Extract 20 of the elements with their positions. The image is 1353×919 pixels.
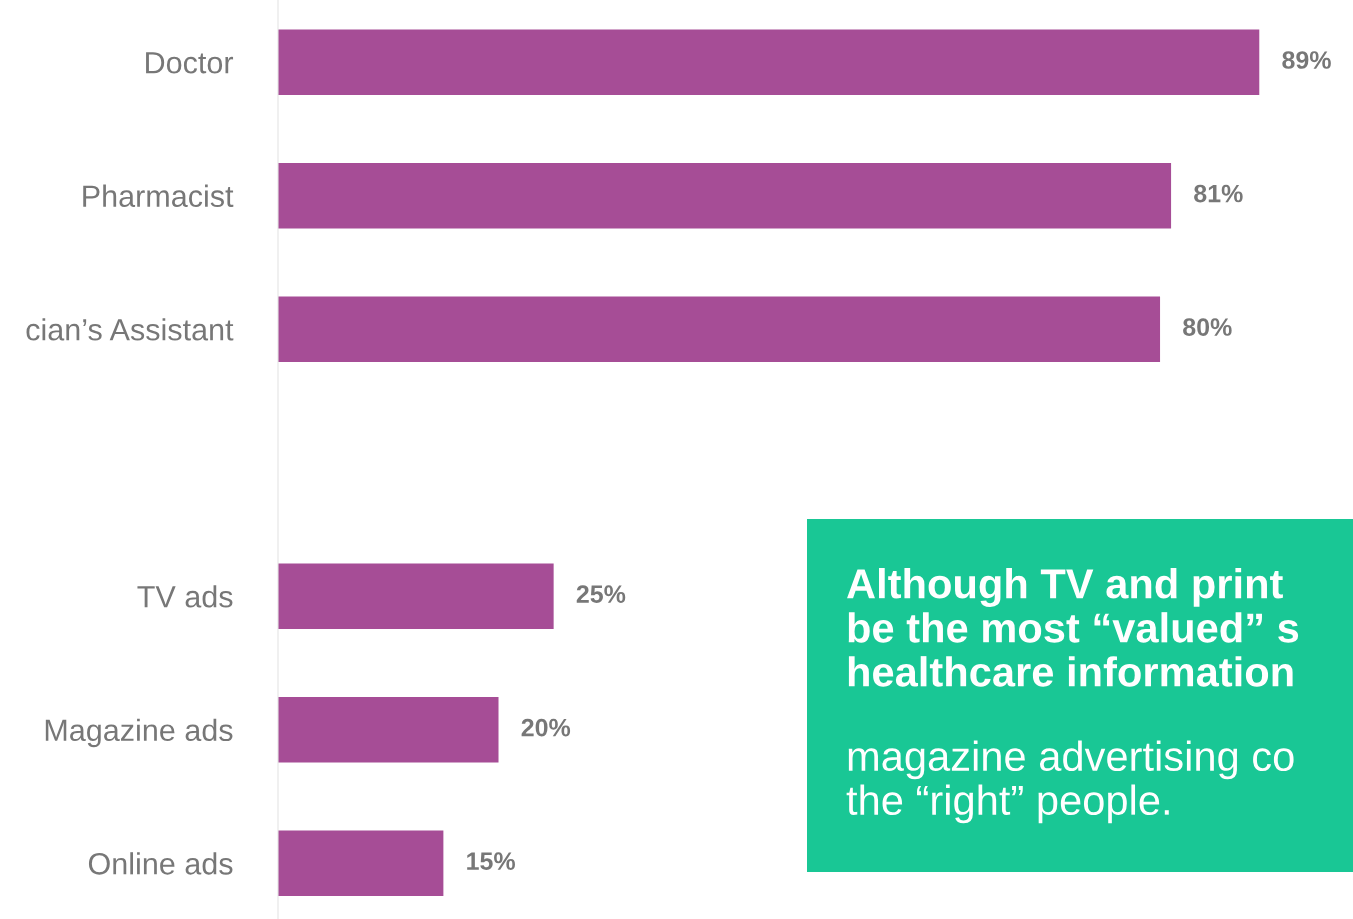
data-label: 89% xyxy=(1282,51,1331,69)
y-tick-label: Online ads xyxy=(88,852,233,875)
bar xyxy=(278,29,1260,95)
bar xyxy=(278,563,554,629)
bar xyxy=(278,296,1161,362)
y-tick-label: Doctor xyxy=(146,52,234,74)
y-tick-label: cian’s Assistant xyxy=(26,318,234,341)
y-tick-label: Magazine ads xyxy=(45,718,233,748)
data-label: 81% xyxy=(1194,184,1243,203)
data-label: 20% xyxy=(521,718,571,737)
data-label: 80% xyxy=(1183,318,1232,336)
y-tick-label: TV ads xyxy=(137,585,233,608)
annotation: magazine advertising co the “right” people. xyxy=(846,740,1294,824)
y-tick-label: Pharmacist xyxy=(83,184,234,208)
bar xyxy=(278,162,1172,229)
data-label: 25% xyxy=(576,585,626,603)
bar xyxy=(278,830,444,896)
data-label: 15% xyxy=(467,852,515,870)
annotation: Although TV and print be the most “valued” s healthcare information xyxy=(847,568,1299,687)
bar xyxy=(278,697,499,763)
